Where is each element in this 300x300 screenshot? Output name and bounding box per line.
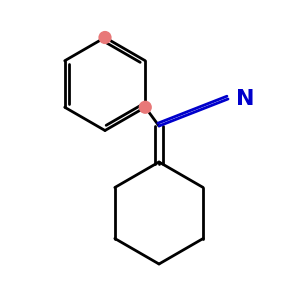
Circle shape [98,31,112,44]
Circle shape [139,100,152,114]
Text: N: N [236,89,255,109]
